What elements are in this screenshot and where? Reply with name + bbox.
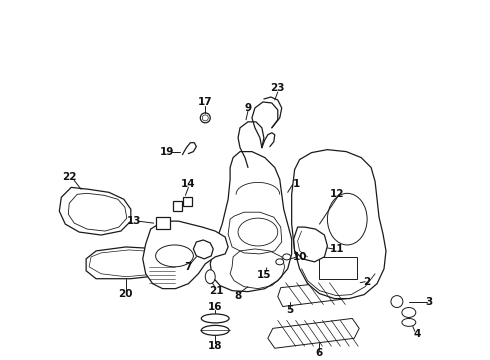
Text: 13: 13 [126, 216, 141, 226]
Text: 8: 8 [234, 291, 242, 301]
Polygon shape [292, 150, 386, 298]
Text: 23: 23 [270, 83, 285, 93]
Ellipse shape [402, 307, 416, 318]
Polygon shape [143, 221, 228, 289]
Text: 16: 16 [208, 302, 222, 311]
Ellipse shape [402, 319, 416, 327]
Polygon shape [86, 247, 175, 279]
Bar [156, 217, 170, 229]
Ellipse shape [201, 314, 229, 323]
Text: 14: 14 [181, 179, 196, 189]
Text: 11: 11 [330, 244, 344, 254]
Ellipse shape [205, 270, 215, 284]
Text: 1: 1 [293, 179, 300, 189]
Text: 4: 4 [413, 329, 420, 339]
Ellipse shape [283, 254, 291, 260]
Ellipse shape [351, 280, 357, 288]
Polygon shape [59, 187, 131, 235]
Text: 18: 18 [208, 341, 222, 351]
Polygon shape [194, 240, 213, 259]
Text: 2: 2 [364, 277, 371, 287]
Polygon shape [278, 281, 350, 306]
Ellipse shape [276, 259, 284, 265]
Bar [172, 201, 182, 211]
Ellipse shape [201, 325, 229, 335]
Text: 12: 12 [330, 189, 344, 199]
Polygon shape [210, 152, 292, 292]
Bar [319, 257, 357, 279]
Text: 21: 21 [209, 285, 223, 296]
Text: 10: 10 [293, 252, 307, 262]
Text: 9: 9 [245, 103, 251, 113]
Text: 6: 6 [316, 348, 323, 358]
Polygon shape [294, 227, 327, 262]
Text: 19: 19 [159, 147, 174, 157]
Text: 7: 7 [185, 262, 192, 272]
Ellipse shape [391, 296, 403, 307]
Text: 15: 15 [257, 270, 271, 280]
Text: 22: 22 [62, 172, 76, 183]
Ellipse shape [200, 113, 210, 123]
Bar [183, 197, 193, 206]
Text: 17: 17 [198, 97, 213, 107]
Text: 3: 3 [425, 297, 432, 307]
Polygon shape [268, 319, 359, 348]
Ellipse shape [263, 260, 273, 268]
Text: 5: 5 [286, 306, 294, 315]
Polygon shape [240, 253, 266, 287]
Text: 20: 20 [119, 289, 133, 298]
